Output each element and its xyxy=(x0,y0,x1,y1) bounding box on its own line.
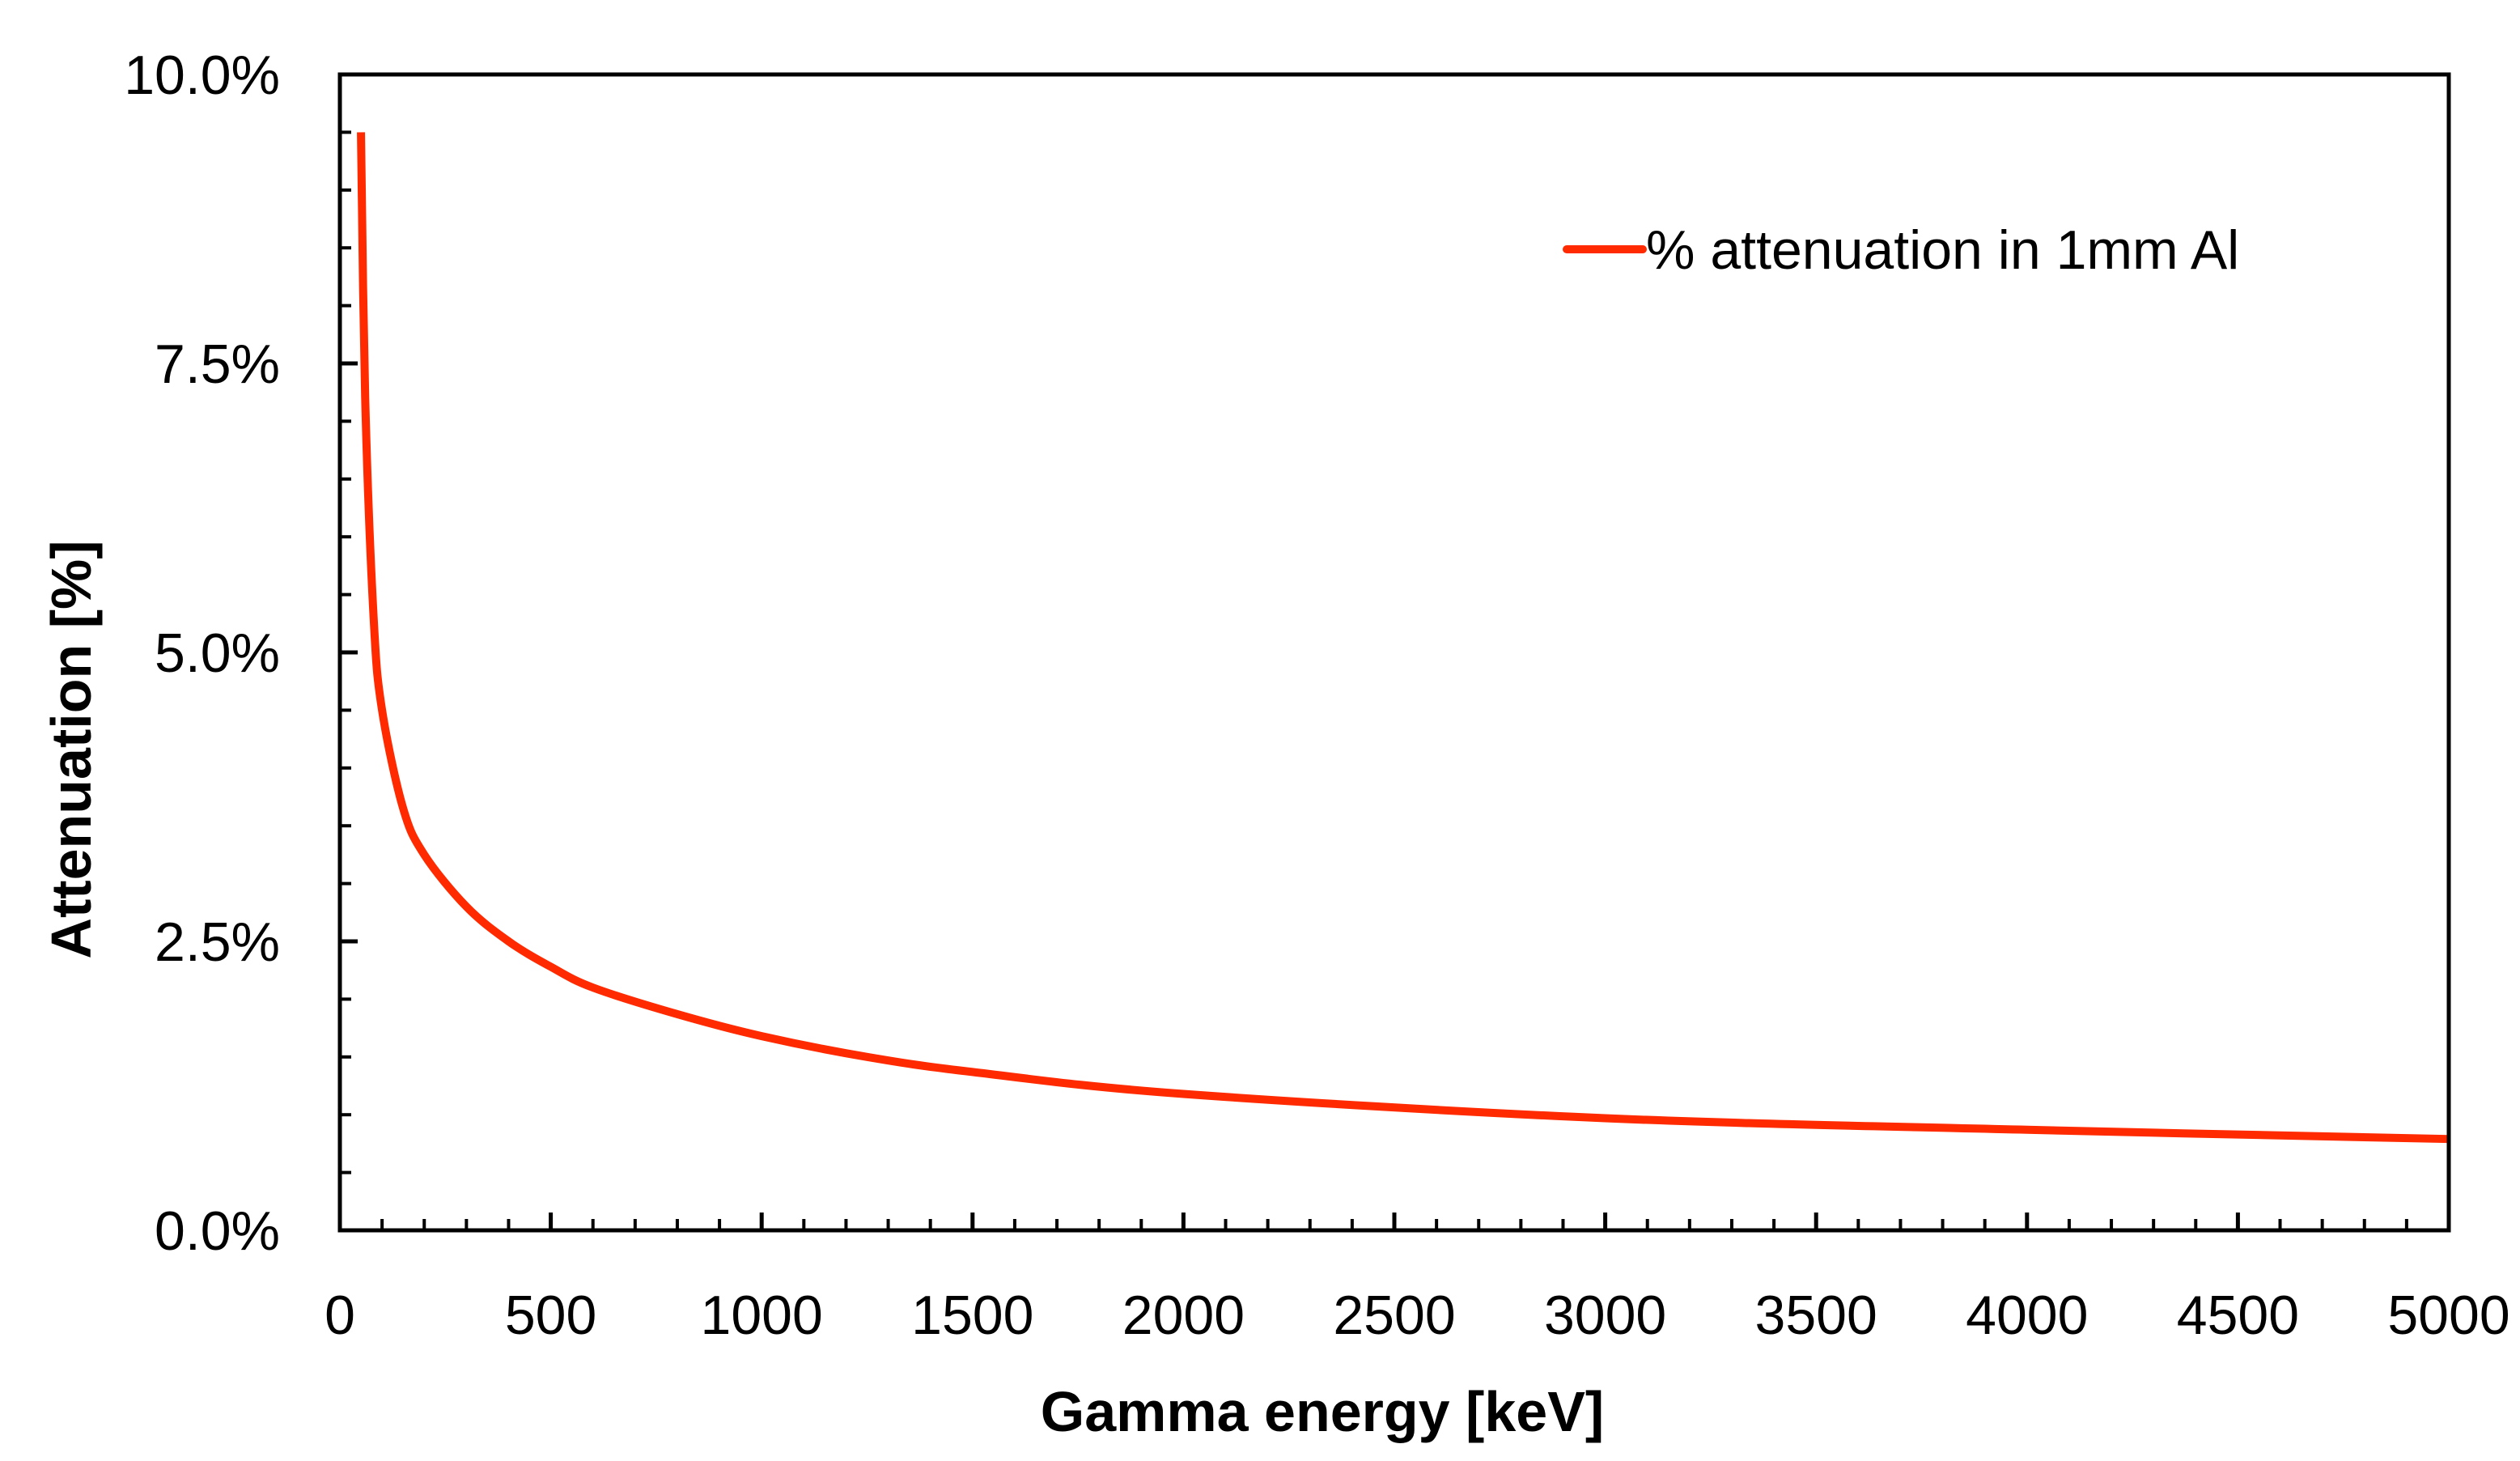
x-tick-label: 0 xyxy=(325,1285,355,1346)
x-tick-label: 5000 xyxy=(2387,1285,2509,1346)
series-layer xyxy=(357,132,2450,1144)
y-tick-label: 5.0% xyxy=(155,622,280,684)
y-tick-labels: 0.0% 2.5% 5.0% 7.5% 10.0% xyxy=(124,45,280,1262)
legend: % attenuation in 1mm Al xyxy=(1563,219,2239,281)
y-tick-label: 7.5% xyxy=(155,333,280,395)
x-tick-label: 3000 xyxy=(1544,1285,1666,1346)
y-tick-label: 2.5% xyxy=(155,911,280,973)
x-tick-label: 4500 xyxy=(2177,1285,2299,1346)
y-axis-title: Attenuation [%] xyxy=(40,540,103,958)
y-tick-label: 10.0% xyxy=(124,45,280,106)
x-tick-label: 1000 xyxy=(701,1285,823,1346)
x-tick-label: 500 xyxy=(505,1285,596,1346)
series-line-0 xyxy=(357,132,2450,1144)
x-tick-labels: 0 500 1000 1500 2000 2500 3000 3500 4000 4500 5000 xyxy=(325,1285,2510,1346)
x-tick-label: 2500 xyxy=(1333,1285,1455,1346)
x-tick-label: 2000 xyxy=(1122,1285,1245,1346)
x-tick-label: 3500 xyxy=(1755,1285,1877,1346)
x-tick-label: 1500 xyxy=(911,1285,1033,1346)
x-axis-title: Gamma energy [keV] xyxy=(1041,1380,1604,1443)
legend-label: % attenuation in 1mm Al xyxy=(1646,219,2239,281)
plot-area-frame xyxy=(337,72,2451,1233)
x-tick-label: 4000 xyxy=(1966,1285,2088,1346)
y-tick-label: 0.0% xyxy=(155,1200,280,1262)
